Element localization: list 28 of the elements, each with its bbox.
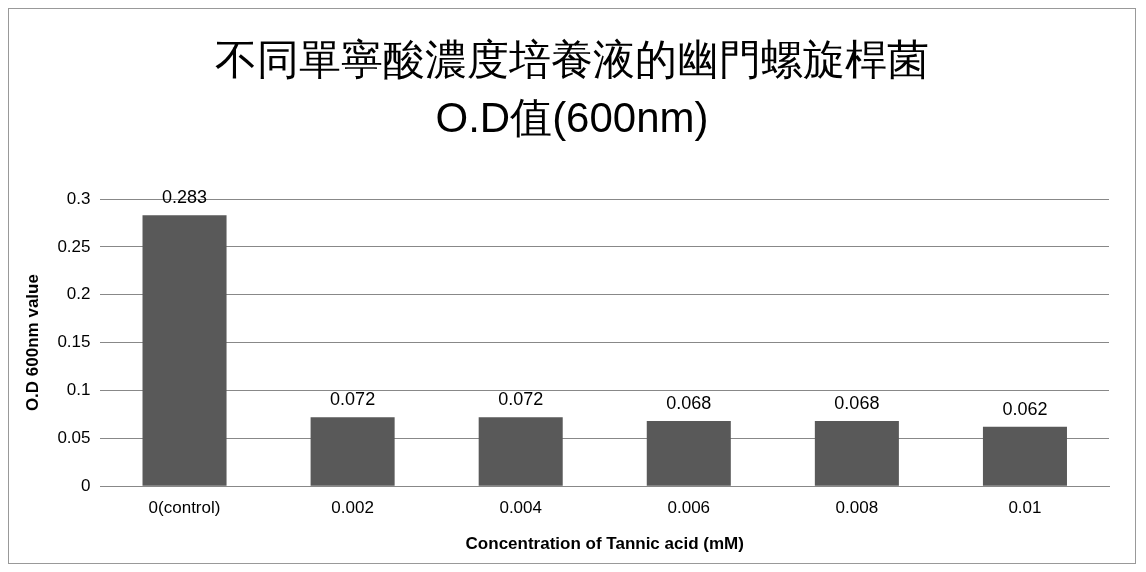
chart-title: 不同單寧酸濃度培養液的幽門螺旋桿菌O.D值(600nm) (214, 35, 930, 143)
x-tick-label: 0.008 (835, 498, 879, 518)
y-tick-label: 0.1 (66, 380, 91, 400)
data-label: 0.062 (1002, 398, 1048, 419)
data-label: 0.283 (162, 187, 208, 208)
y-tick-label: 0.05 (57, 428, 91, 448)
x-tick-label: 0.006 (667, 498, 711, 518)
y-tick-label: 0.25 (57, 236, 91, 256)
y-tick-label: 0.2 (66, 284, 91, 304)
y-axis-title: O.D 600nm value (22, 274, 42, 412)
y-tick-label: 0.3 (66, 188, 91, 208)
y-tick-label: 0.15 (57, 332, 91, 352)
bar (814, 421, 899, 486)
bar (982, 426, 1067, 486)
bar (478, 417, 563, 486)
x-tick-label: 0.002 (331, 498, 374, 518)
bar (310, 417, 395, 486)
data-label: 0.072 (330, 389, 376, 410)
x-tick-label: 0.01 (1008, 498, 1042, 518)
x-tick-label: 0.004 (499, 498, 542, 518)
x-axis-title: Concentration of Tannic acid (mM) (465, 534, 744, 554)
data-label: 0.072 (498, 389, 544, 410)
bar (142, 215, 227, 486)
x-tick-label: 0(control) (148, 498, 221, 518)
y-tick-label: 0 (81, 475, 91, 495)
data-label: 0.068 (666, 393, 712, 414)
bar (646, 421, 731, 486)
data-label: 0.068 (834, 393, 880, 414)
